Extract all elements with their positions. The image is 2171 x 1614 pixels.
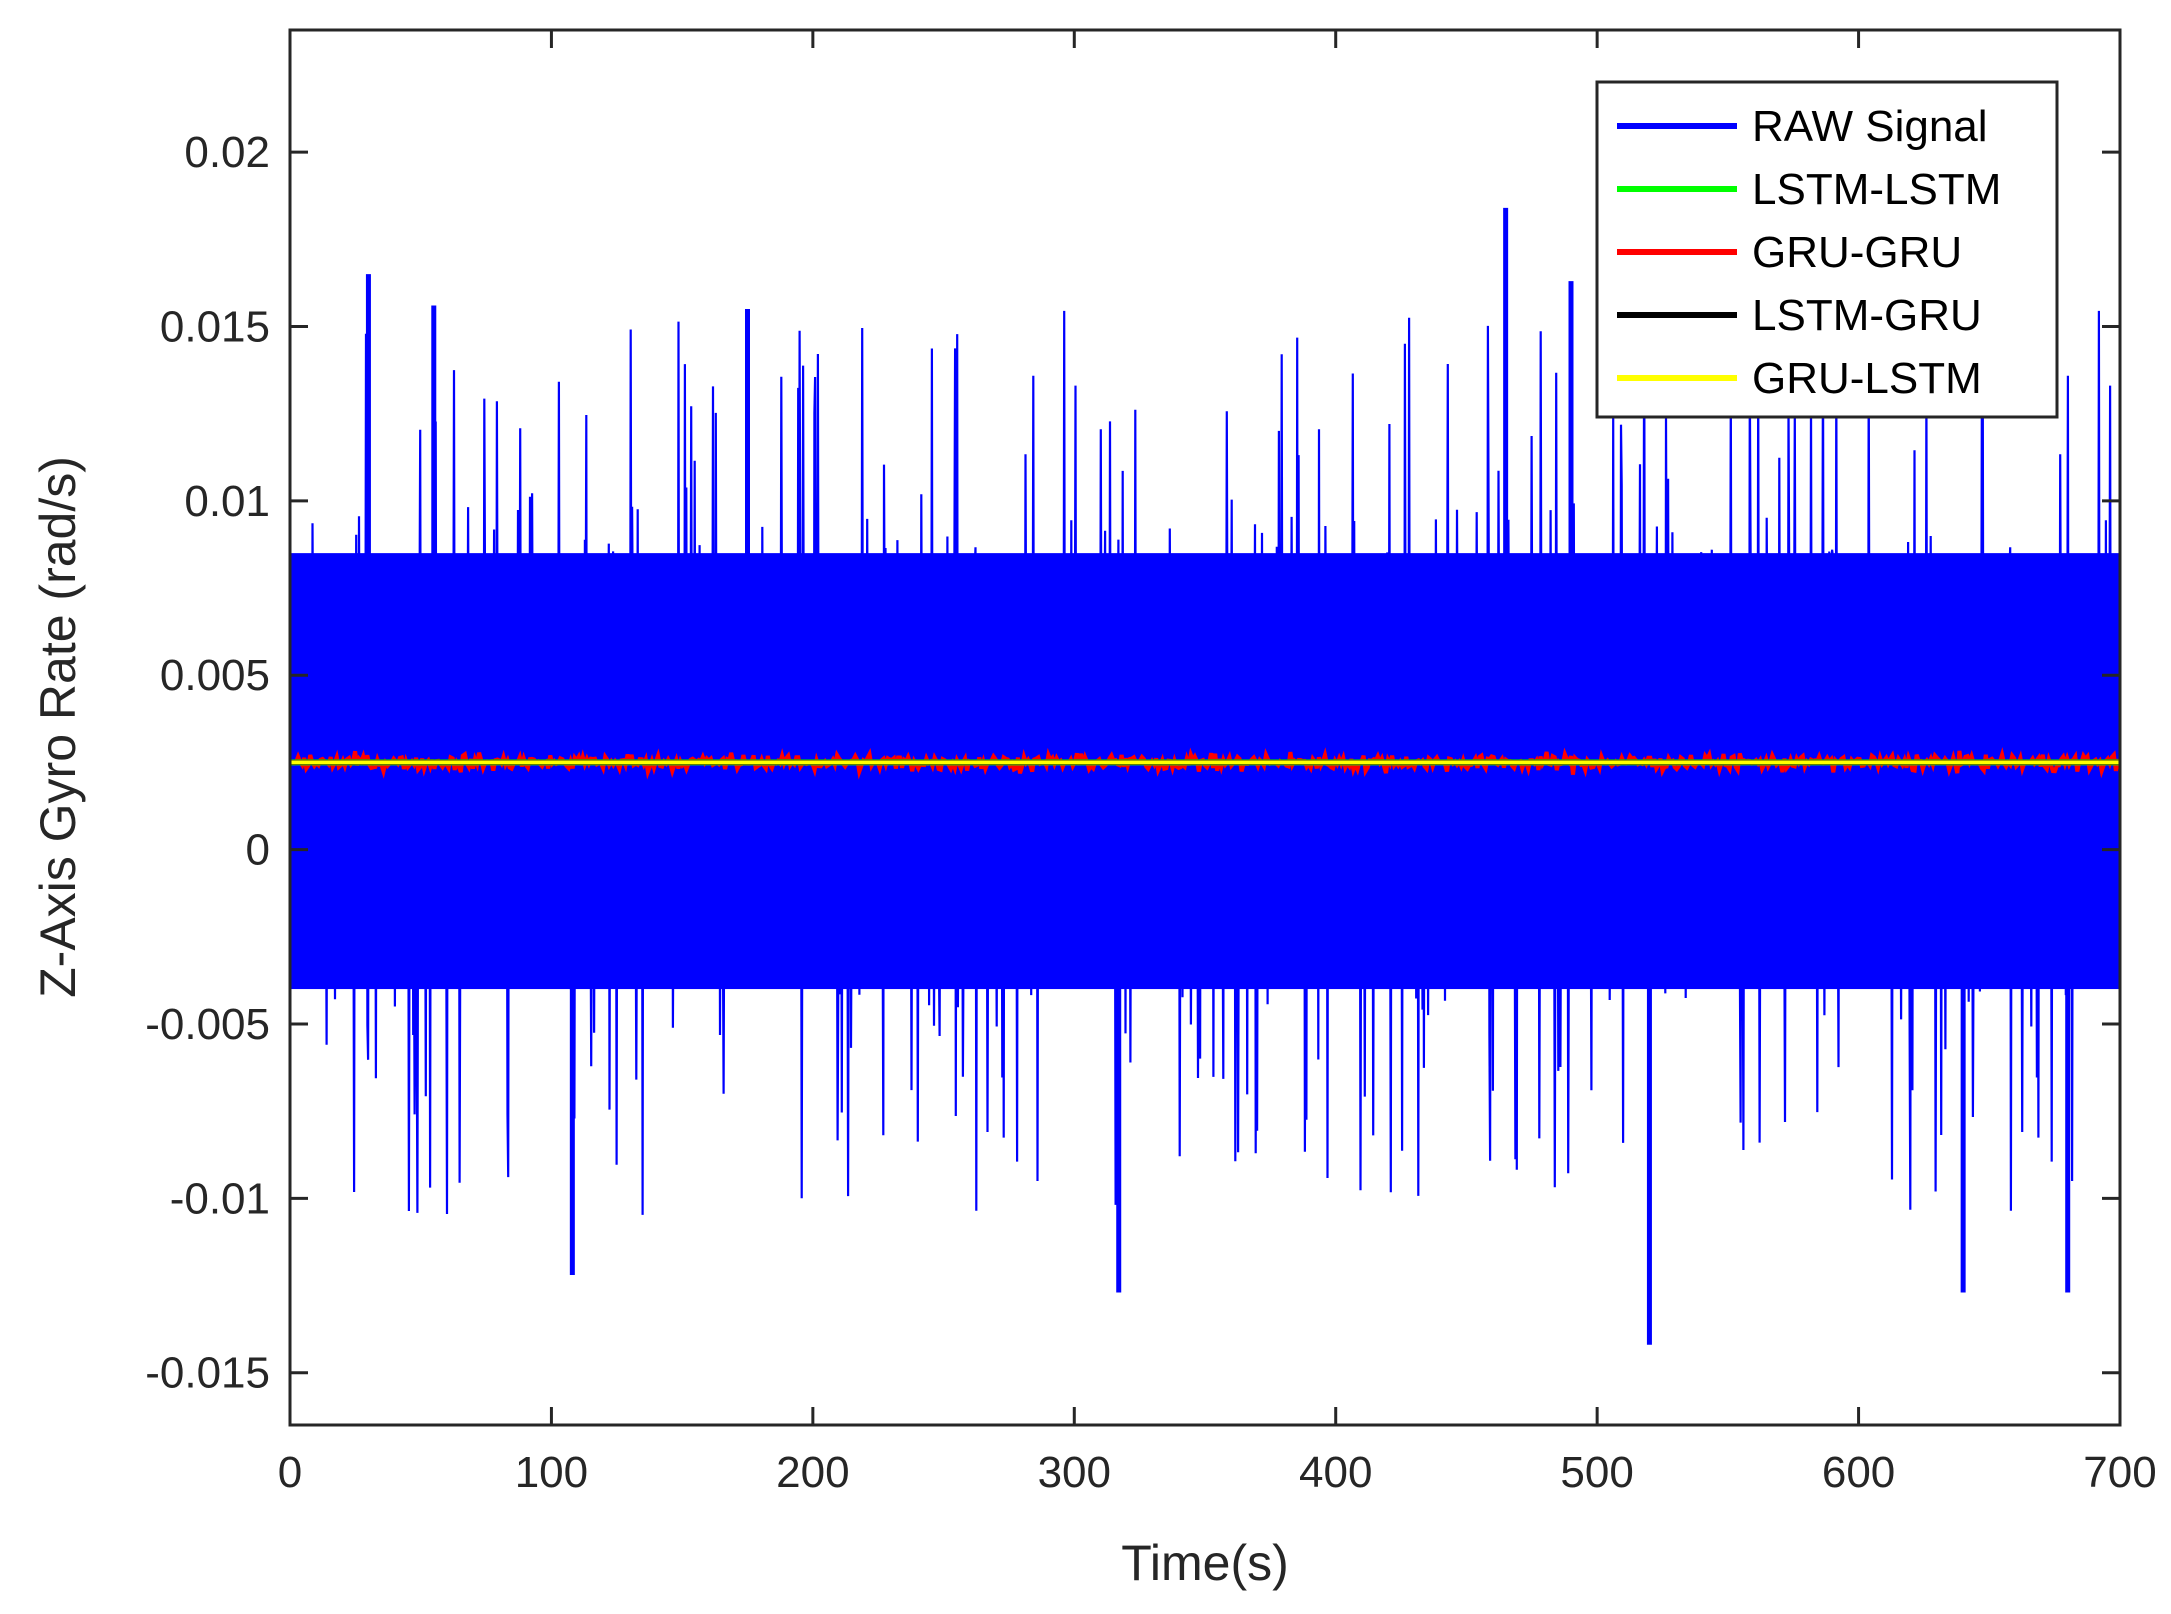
y-tick-label: 0.02	[184, 128, 270, 177]
axis-layer: 0 100 200 300 400 500 600 700 -0.015 -0.01 -0.005 0…	[145, 30, 2157, 1497]
legend-label: LSTM-LSTM	[1752, 165, 2001, 214]
y-tick-label: -0.005	[145, 1000, 270, 1049]
legend: RAW Signal LSTM-LSTM GRU-GRU LSTM-GRU GRU-LS…	[1595, 80, 2059, 419]
y-tick-label: -0.01	[170, 1174, 270, 1223]
y-tick-label: -0.015	[145, 1349, 270, 1398]
legend-label: GRU-LSTM	[1752, 354, 1982, 403]
x-tick-label: 700	[2083, 1448, 2156, 1497]
x-tick-label: 300	[1038, 1448, 1111, 1497]
y-tick-label: 0.005	[160, 651, 270, 700]
series-layer	[290, 207, 2120, 1345]
x-tick-label: 600	[1822, 1448, 1895, 1497]
y-tick-label: 0.015	[160, 302, 270, 351]
x-tick-label: 0	[278, 1448, 302, 1497]
x-tick-label: 400	[1299, 1448, 1372, 1497]
legend-label: RAW Signal	[1752, 102, 1988, 151]
y-axis-label: Z-Axis Gyro Rate (rad/s)	[30, 456, 86, 998]
series-raw-signal-core	[290, 553, 2120, 990]
plot-frame	[288, 28, 2122, 1427]
legend-label: GRU-GRU	[1752, 228, 1962, 277]
x-axis-label: Time(s)	[1121, 1535, 1289, 1591]
legend-label: LSTM-GRU	[1752, 291, 1982, 340]
x-tick-label: 200	[776, 1448, 849, 1497]
y-tick-label: 0	[246, 826, 270, 875]
y-tick-label: 0.01	[184, 477, 270, 526]
x-tick-label: 100	[515, 1448, 588, 1497]
x-tick-label: 500	[1560, 1448, 1633, 1497]
